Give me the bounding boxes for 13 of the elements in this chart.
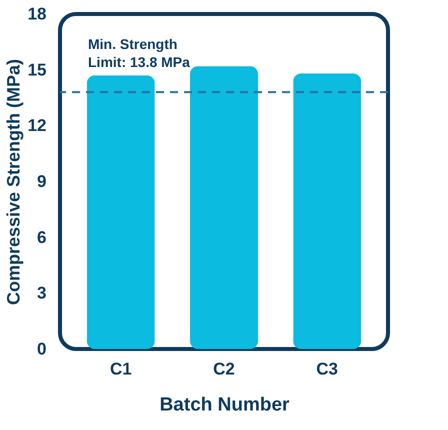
y-tick-label: 15: [28, 60, 46, 80]
y-tick-label: 12: [28, 116, 46, 136]
y-tick-label: 9: [37, 172, 46, 191]
y-tick-label: 18: [28, 4, 46, 24]
ref-line-label: Min. Strength Limit: 13.8 MPa: [88, 36, 190, 70]
x-tick-label: C1: [110, 360, 132, 378]
x-tick-label: C3: [316, 360, 338, 378]
y-tick-label: 0: [37, 340, 46, 358]
y-axis-title: Compressive Strength (MPa): [4, 58, 24, 306]
x-axis-title: Batch Number: [160, 394, 290, 416]
y-tick-label: 3: [37, 284, 46, 303]
y-tick-label: 6: [37, 228, 46, 247]
x-tick-label: C2: [213, 360, 235, 378]
